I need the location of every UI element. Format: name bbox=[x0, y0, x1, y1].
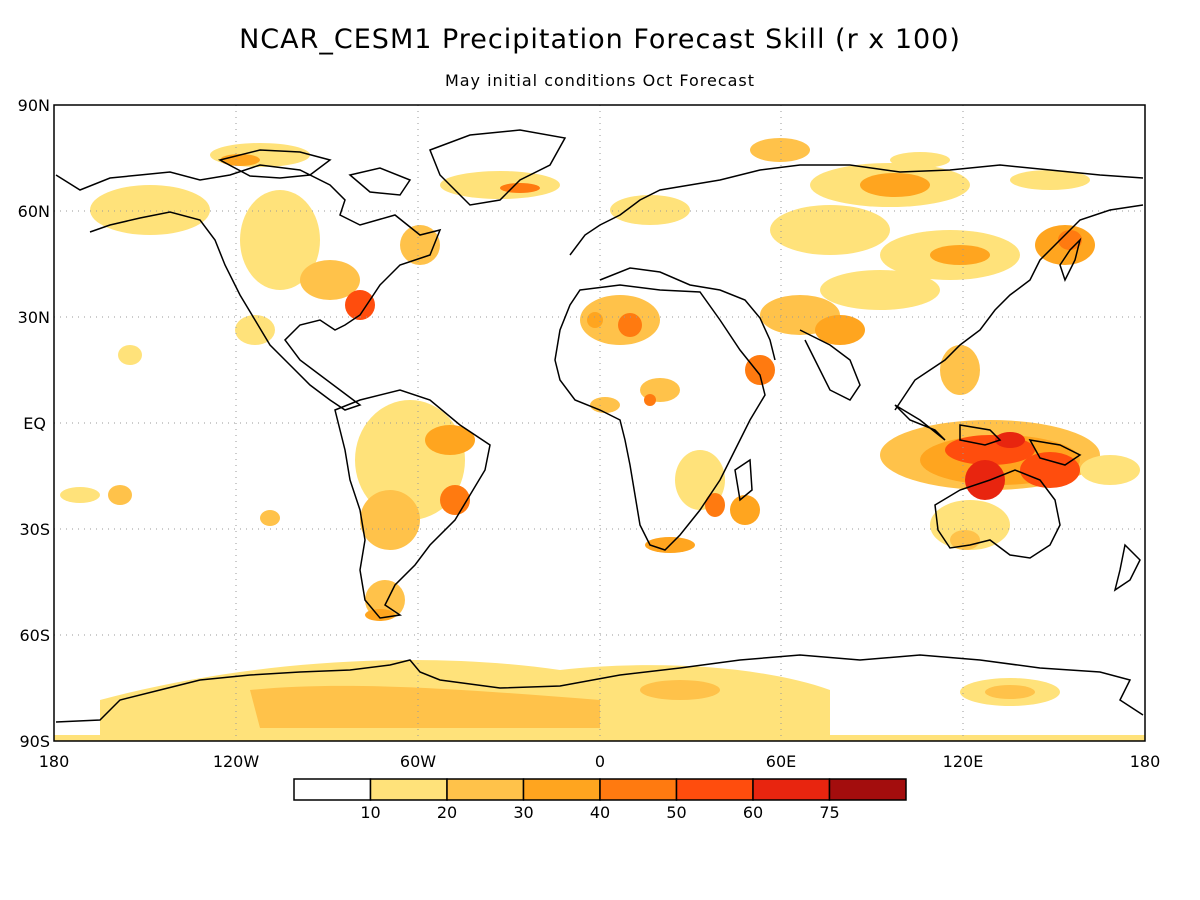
colorbar: 10 20 30 40 50 60 75 bbox=[293, 778, 907, 822]
skill-shading bbox=[54, 138, 1145, 741]
lat-axis: 90N 60N 30N EQ 30S 60S 90S bbox=[18, 96, 50, 751]
colorbar-label: 50 bbox=[666, 803, 686, 822]
colorbar-label: 20 bbox=[437, 803, 457, 822]
colorbar-swatch bbox=[446, 778, 525, 801]
colorbar-swatch bbox=[369, 778, 448, 801]
colorbar-label: 60 bbox=[743, 803, 763, 822]
lat-label: EQ bbox=[23, 414, 46, 433]
colorbar-swatch bbox=[828, 778, 907, 801]
colorbar-swatch bbox=[599, 778, 678, 801]
chart-subtitle: May initial conditions Oct Forecast bbox=[444, 71, 756, 90]
colorbar-label: 75 bbox=[819, 803, 839, 822]
colorbar-swatch bbox=[752, 778, 831, 801]
lon-axis: 180 120W 60W 0 60E 120E 180 bbox=[39, 752, 1161, 771]
lat-label: 90S bbox=[19, 732, 50, 751]
lon-label: 0 bbox=[595, 752, 605, 771]
lat-label: 60N bbox=[18, 202, 50, 221]
lon-label: 60E bbox=[766, 752, 796, 771]
coastlines bbox=[55, 129, 1144, 723]
lon-label: 120E bbox=[943, 752, 984, 771]
plot-frame bbox=[53, 104, 1146, 742]
lon-label: 180 bbox=[39, 752, 70, 771]
chart-title: NCAR_CESM1 Precipitation Forecast Skill … bbox=[239, 24, 961, 55]
lat-label: 30N bbox=[18, 308, 50, 327]
colorbar-label: 40 bbox=[590, 803, 610, 822]
colorbar-swatch bbox=[675, 778, 754, 801]
grid-lines bbox=[54, 105, 1145, 741]
lon-label: 180 bbox=[1130, 752, 1161, 771]
lat-label: 90N bbox=[18, 96, 50, 115]
lat-label: 30S bbox=[19, 520, 50, 539]
colorbar-label: 10 bbox=[360, 803, 380, 822]
lat-label: 60S bbox=[19, 626, 50, 645]
lon-label: 60W bbox=[400, 752, 436, 771]
colorbar-swatch bbox=[293, 778, 372, 801]
colorbar-label: 30 bbox=[513, 803, 533, 822]
colorbar-swatch bbox=[522, 778, 601, 801]
lon-label: 120W bbox=[213, 752, 260, 771]
